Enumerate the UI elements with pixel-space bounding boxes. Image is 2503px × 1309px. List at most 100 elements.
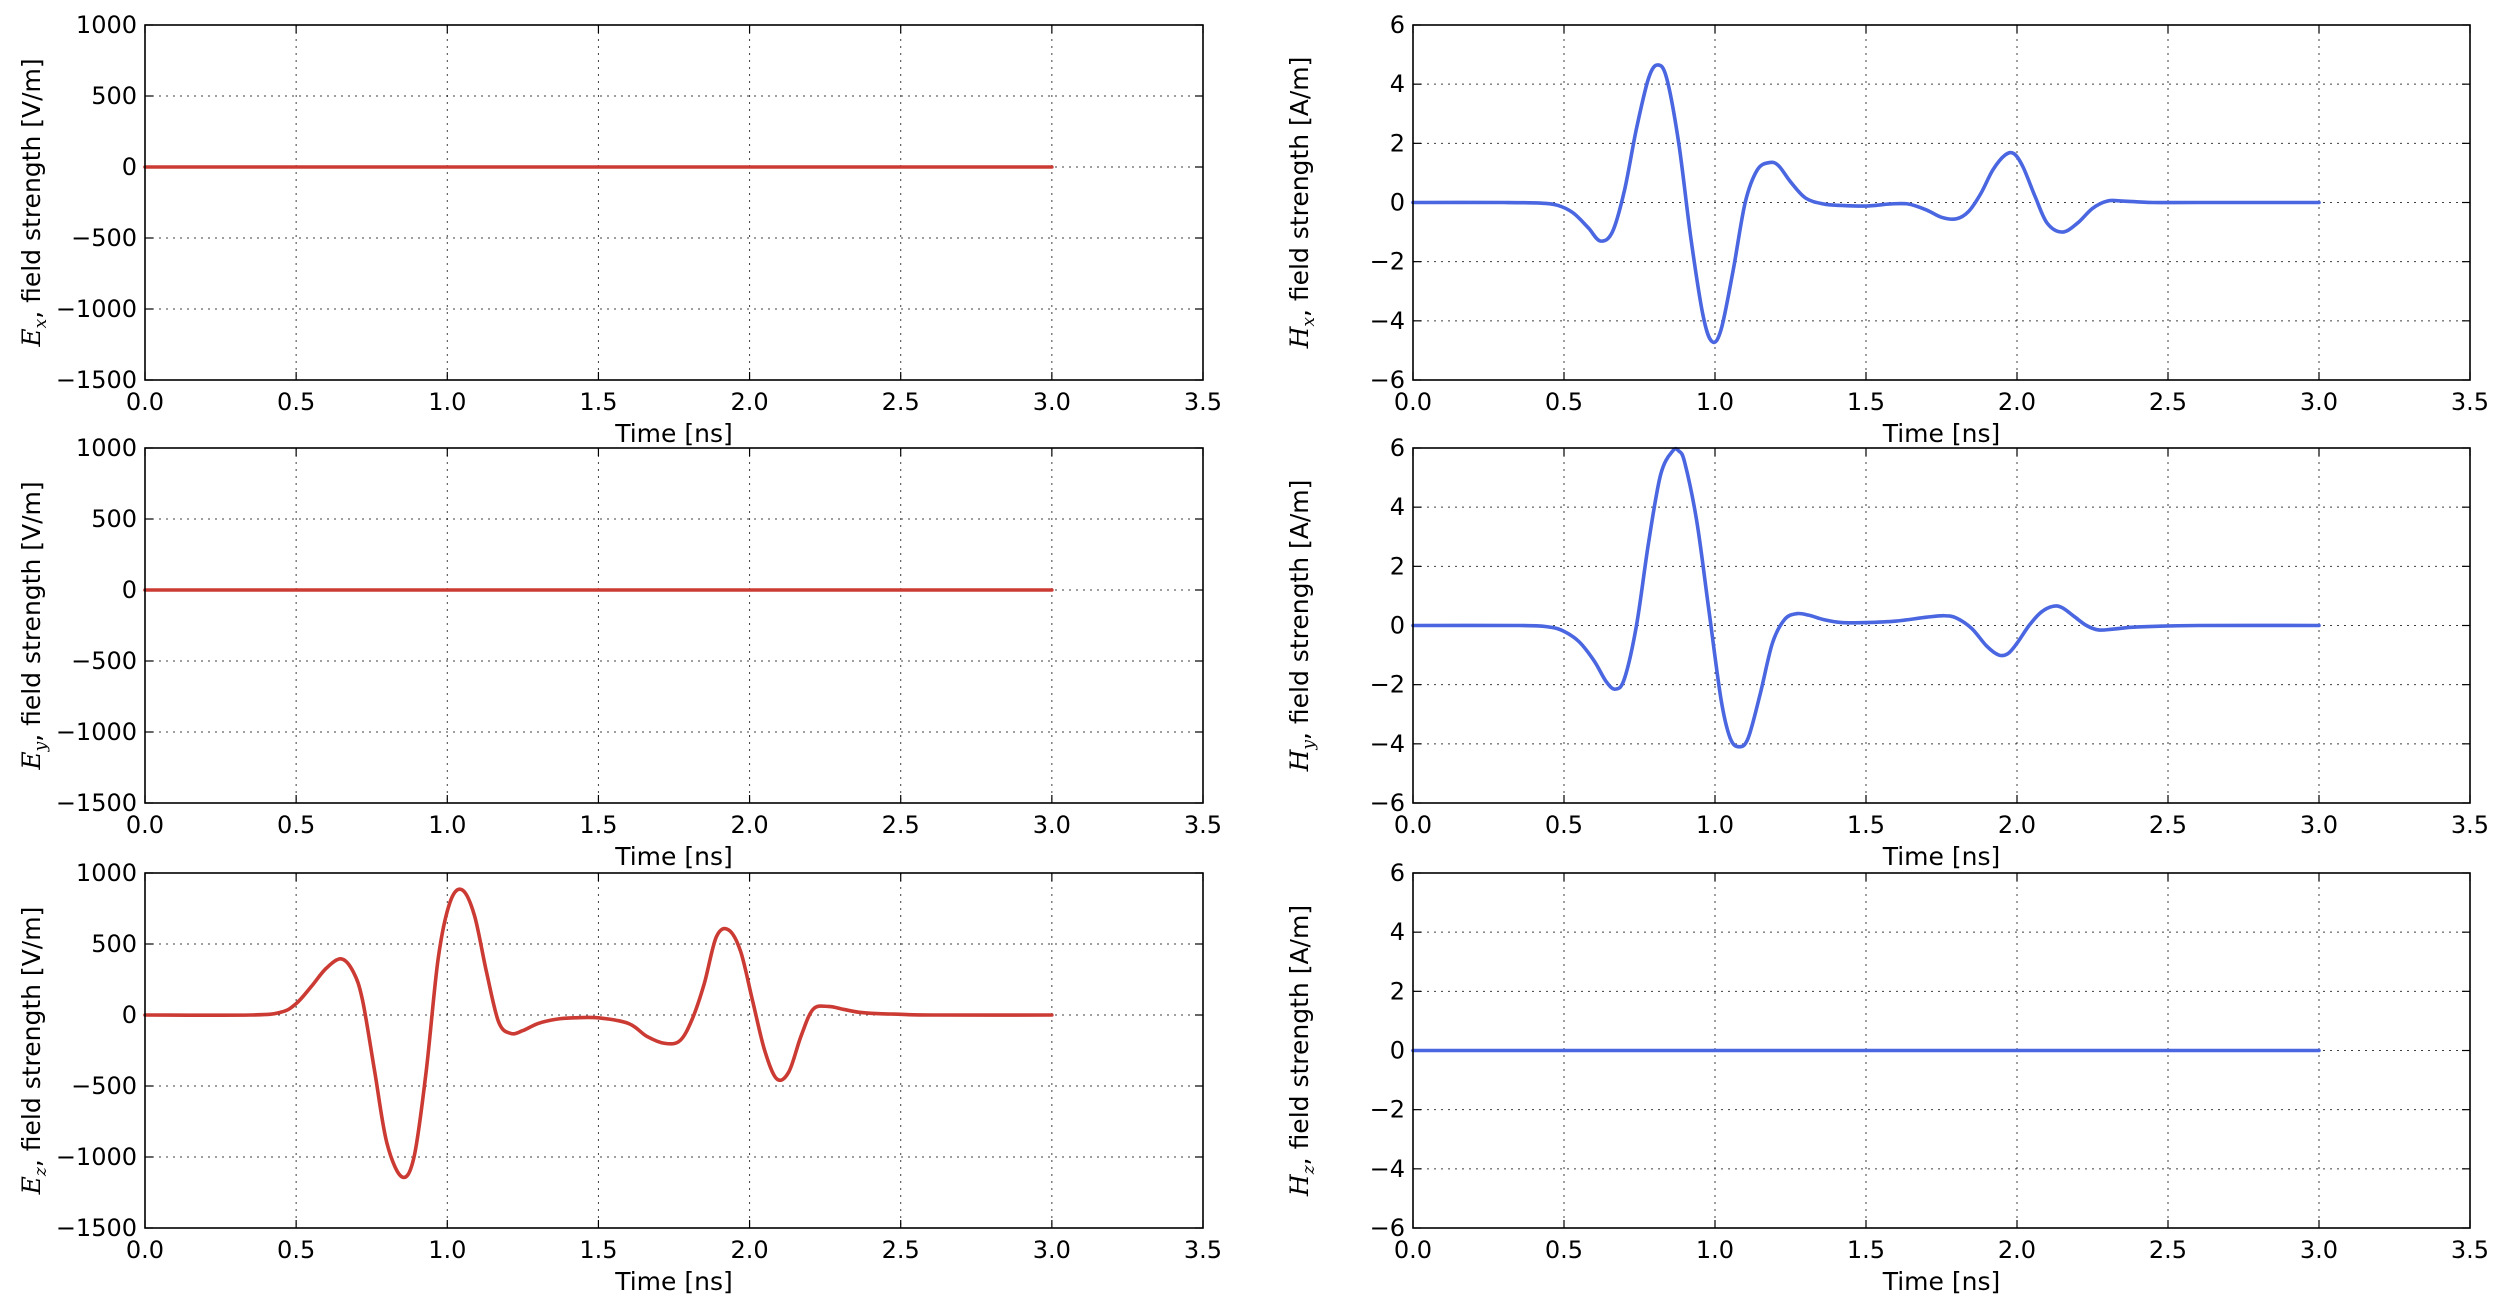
x-axis-label: Time [ns] xyxy=(1882,1267,2001,1296)
y-tick-label: 6 xyxy=(1390,434,1405,462)
y-axis-symbol: E xyxy=(17,751,46,770)
x-tick-label: 2.0 xyxy=(1998,1236,2036,1264)
x-tick-label: 3.5 xyxy=(1184,1236,1222,1264)
y-tick-label: 4 xyxy=(1390,918,1405,946)
x-tick-label: 3.0 xyxy=(2300,388,2338,416)
x-tick-label: 0.5 xyxy=(277,811,315,839)
x-tick-label: 2.5 xyxy=(882,388,920,416)
x-tick-label: 1.5 xyxy=(1847,1236,1885,1264)
x-tick-label: 3.0 xyxy=(2300,811,2338,839)
y-tick-label: 4 xyxy=(1390,70,1405,98)
axes-frame xyxy=(144,872,1204,1229)
axes-frame xyxy=(144,447,1204,804)
x-tick-label: 3.5 xyxy=(2451,388,2489,416)
y-tick-label: −1000 xyxy=(56,295,137,323)
x-tick-label: 1.5 xyxy=(1847,388,1885,416)
y-tick-label: −6 xyxy=(1370,1214,1405,1242)
x-tick-label: 1.5 xyxy=(1847,811,1885,839)
y-axis-subscript: x xyxy=(31,318,51,328)
y-tick-label: −1500 xyxy=(56,366,137,394)
y-tick-label: 1000 xyxy=(76,434,137,462)
x-tick-label: 1.0 xyxy=(428,811,466,839)
x-axis-label: Time [ns] xyxy=(614,842,733,871)
y-axis-subscript: y xyxy=(1299,740,1319,751)
y-axis-text: , field strength [V/m] xyxy=(17,58,46,318)
y-tick-label: 2 xyxy=(1390,977,1405,1005)
x-tick-label: 1.5 xyxy=(579,388,617,416)
y-axis-subscript: z xyxy=(1299,1164,1319,1175)
x-tick-label: 2.5 xyxy=(882,1236,920,1264)
x-tick-label: 0.0 xyxy=(1394,388,1432,416)
x-tick-label: 1.0 xyxy=(1696,388,1734,416)
x-tick-label: 0.0 xyxy=(1394,811,1432,839)
y-tick-label: 6 xyxy=(1390,11,1405,39)
y-tick-label: 0 xyxy=(1390,1037,1405,1065)
axes-frame xyxy=(1412,24,2471,381)
x-tick-label: 1.5 xyxy=(579,1236,617,1264)
x-tick-label: 2.0 xyxy=(730,811,768,839)
y-axis-symbol: H xyxy=(1285,748,1314,772)
x-tick-label: 3.5 xyxy=(2451,1236,2489,1264)
x-tick-label: 2.0 xyxy=(730,388,768,416)
y-tick-label: 2 xyxy=(1390,552,1405,580)
x-tick-label: 2.0 xyxy=(730,1236,768,1264)
subplot-ez: 0.0 0.5 1.0 1.5 2.0 2.5 3.0 3.5 1000 500 0 −500 −100… xyxy=(17,859,1222,1296)
y-axis-symbol: E xyxy=(17,1176,46,1195)
y-tick-label: −1000 xyxy=(56,718,137,746)
y-tick-label: 0 xyxy=(122,576,137,604)
x-tick-label: 2.5 xyxy=(2149,388,2187,416)
x-axis-label: Time [ns] xyxy=(1882,842,2001,871)
y-axis-symbol: E xyxy=(17,328,46,347)
series-line-hy xyxy=(1411,446,2321,749)
y-axis-label: Hy, field strength [A/m] xyxy=(1285,480,1319,773)
y-axis-label: Ey, field strength [V/m] xyxy=(17,481,51,770)
x-tick-label: 2.0 xyxy=(1998,811,2036,839)
series-line-ez xyxy=(143,887,1054,1180)
subplot-hx: 0.0 0.5 1.0 1.5 2.0 2.5 3.0 3.5 6 4 2 0 −2 −4 −6 Time [… xyxy=(1285,11,2489,448)
x-tick-label: 1.0 xyxy=(1696,811,1734,839)
x-tick-label: 3.5 xyxy=(2451,811,2489,839)
axes-frame xyxy=(1412,447,2471,804)
y-axis-symbol: H xyxy=(1285,325,1314,349)
y-tick-label: −4 xyxy=(1370,730,1405,758)
y-axis-label: Hx, field strength [A/m] xyxy=(1285,57,1319,350)
x-axis-label: Time [ns] xyxy=(614,1267,733,1296)
y-axis-symbol: H xyxy=(1285,1173,1314,1197)
subplot-ex: 0.0 0.5 1.0 1.5 2.0 2.5 3.0 3.5 1000 500 0 −500 −100… xyxy=(17,11,1222,448)
y-tick-label: 0 xyxy=(122,153,137,181)
axes-frame xyxy=(144,24,1204,381)
y-tick-label: −2 xyxy=(1370,248,1405,276)
x-tick-label: 3.0 xyxy=(1033,811,1071,839)
y-tick-label: 500 xyxy=(91,930,137,958)
y-tick-label: −500 xyxy=(71,1072,137,1100)
y-tick-label: −6 xyxy=(1370,366,1405,394)
y-axis-text: , field strength [A/m] xyxy=(1285,905,1314,1165)
x-tick-label: 0.0 xyxy=(1394,1236,1432,1264)
x-tick-label: 1.0 xyxy=(1696,1236,1734,1264)
x-tick-label: 0.5 xyxy=(1545,1236,1583,1264)
x-tick-label: 3.5 xyxy=(1184,811,1222,839)
x-tick-label: 3.0 xyxy=(2300,1236,2338,1264)
y-axis-text: , field strength [V/m] xyxy=(17,481,46,741)
subplot-hy: 0.0 0.5 1.0 1.5 2.0 2.5 3.0 3.5 6 4 2 0 −2 −4 −6 Time [… xyxy=(1285,434,2489,871)
x-tick-label: 3.5 xyxy=(1184,388,1222,416)
y-tick-label: 0 xyxy=(1390,612,1405,640)
y-axis-subscript: x xyxy=(1299,317,1319,327)
y-tick-label: −4 xyxy=(1370,1155,1405,1183)
x-tick-label: 0.0 xyxy=(126,811,164,839)
y-axis-label: Ex, field strength [V/m] xyxy=(17,58,51,347)
x-tick-label: 0.5 xyxy=(277,1236,315,1264)
x-tick-label: 3.0 xyxy=(1033,388,1071,416)
y-tick-label: −1500 xyxy=(56,1214,137,1242)
x-tick-label: 1.0 xyxy=(428,1236,466,1264)
y-axis-text: , field strength [V/m] xyxy=(17,907,46,1167)
y-tick-label: −1000 xyxy=(56,1143,137,1171)
y-tick-label: −500 xyxy=(71,224,137,252)
y-tick-label: −1500 xyxy=(56,789,137,817)
x-tick-label: 2.5 xyxy=(2149,811,2187,839)
y-tick-label: 0 xyxy=(1390,189,1405,217)
y-axis-text: , field strength [A/m] xyxy=(1285,480,1314,740)
x-tick-label: 1.0 xyxy=(428,388,466,416)
y-tick-label: 0 xyxy=(122,1001,137,1029)
y-tick-label: −500 xyxy=(71,647,137,675)
